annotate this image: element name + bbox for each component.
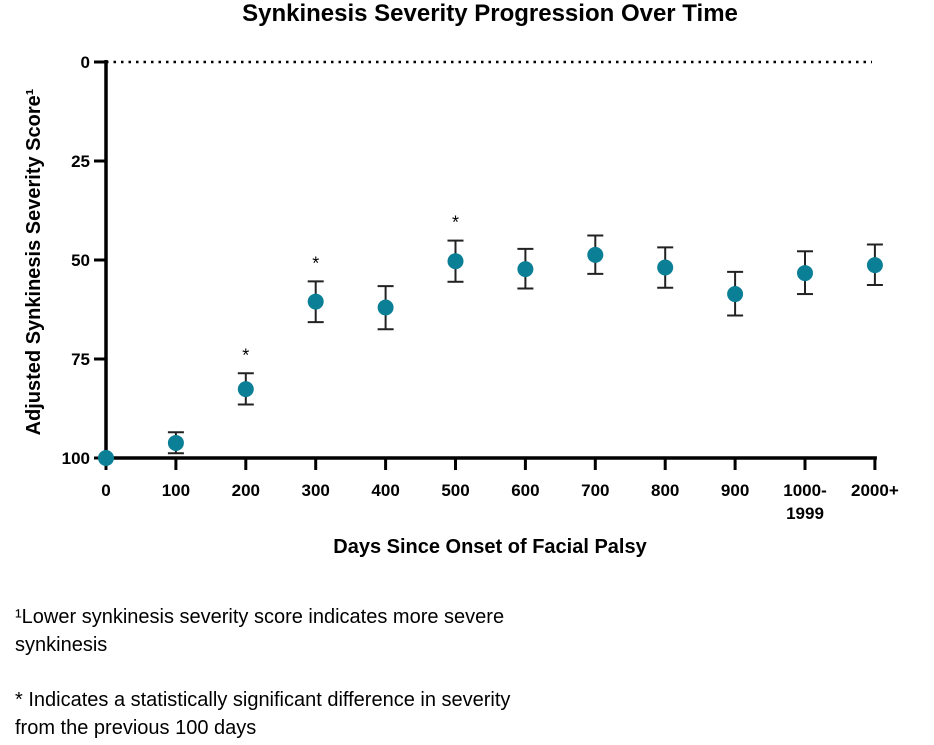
data-point [517, 261, 534, 278]
x-tick-label: 400 [371, 481, 399, 500]
y-tick-label: 50 [71, 251, 90, 270]
chart-plot: 0 25 50 75 100 0 100 200 300 400 500 600 700 800 900 10… [23, 53, 899, 523]
significance-marker: * [242, 345, 249, 365]
data-point [447, 253, 464, 270]
x-tick-label: 300 [302, 481, 330, 500]
y-tick-label: 100 [62, 449, 90, 468]
data-point [98, 450, 114, 466]
y-tick-label: 0 [81, 53, 90, 72]
data-point [377, 299, 394, 316]
data-point [167, 434, 184, 451]
significance-marker: * [312, 253, 319, 273]
data-point [727, 286, 744, 303]
x-tick-label: 100 [162, 481, 190, 500]
x-tick-label: 700 [581, 481, 609, 500]
x-tick-label: 1999 [786, 504, 824, 523]
y-tick-label: 75 [71, 350, 90, 369]
x-tick-label: 1000- [783, 481, 826, 500]
data-point [307, 293, 324, 310]
footnote-severity: ¹Lower synkinesis severity score indicat… [15, 606, 505, 656]
data-point [866, 257, 883, 274]
data-point [657, 259, 674, 276]
footnote-significance: * Indicates a statistically significant … [15, 689, 511, 739]
y-tick-label: 25 [71, 152, 90, 171]
x-tick-label: 0 [101, 481, 110, 500]
data-point [797, 265, 813, 282]
x-tick-label: 600 [511, 481, 539, 500]
data-point [237, 381, 254, 398]
chart-title: Synkinesis Severity Progression Over Tim… [242, 0, 738, 27]
significance-marker: * [452, 213, 459, 233]
x-tick-label: 800 [651, 481, 679, 500]
y-axis-label: Adjusted Synkinesis Severity Score¹ [23, 88, 45, 435]
data-point [587, 246, 604, 263]
x-axis-label: Days Since Onset of Facial Palsy [333, 536, 647, 558]
x-tick-label: 500 [441, 481, 469, 500]
x-tick-label: 2000+ [851, 481, 899, 500]
x-tick-label: 900 [721, 481, 749, 500]
x-tick-label: 200 [232, 481, 260, 500]
